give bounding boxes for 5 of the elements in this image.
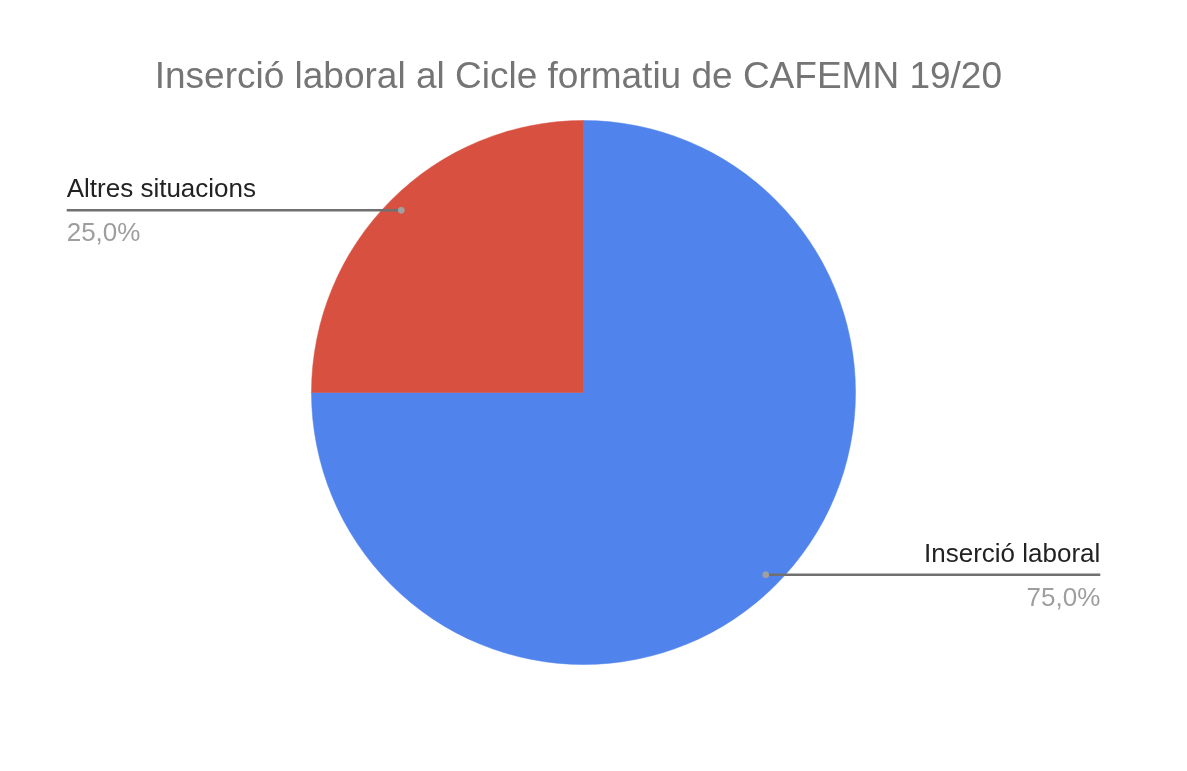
slice-label: Inserció laboral (923, 537, 1101, 568)
data-label: 25,0% (66, 217, 141, 248)
chart-title: Inserció laboral al Cicle formatiu de CAFEMN 19/20 (154, 55, 1002, 96)
data-label: 75,0% (1026, 581, 1101, 612)
slice-label: Altres situacions (66, 173, 257, 204)
